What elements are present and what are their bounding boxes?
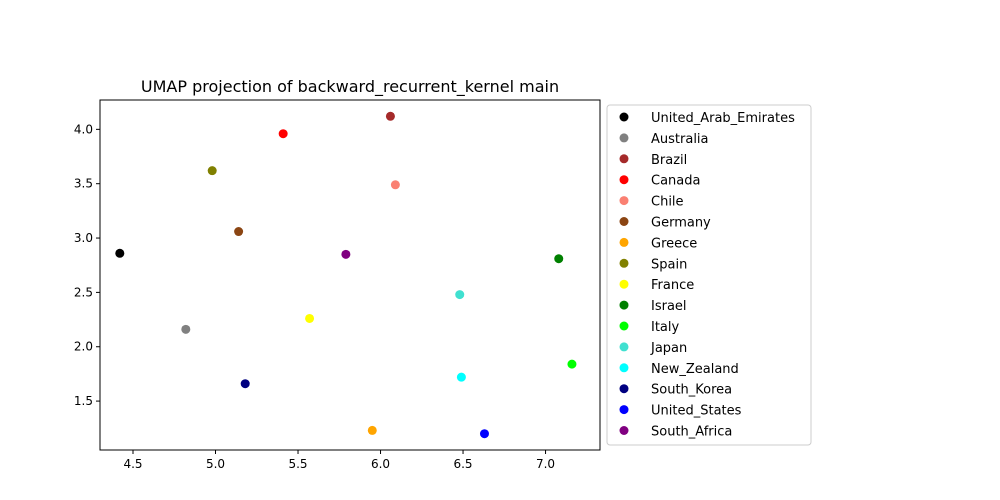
data-point <box>341 249 351 259</box>
data-point <box>207 166 217 176</box>
legend-marker <box>619 426 629 435</box>
data-point <box>305 313 315 323</box>
data-point <box>390 180 400 190</box>
data-point <box>115 248 125 258</box>
legend-marker <box>619 363 629 373</box>
y-tick-label: 4.0 <box>74 122 93 136</box>
legend-label: South_Korea <box>651 383 732 398</box>
legend-marker <box>619 154 629 164</box>
x-tick-label: 4.5 <box>123 457 142 471</box>
legend-label: France <box>651 278 694 293</box>
x-tick-label: 5.0 <box>206 457 225 471</box>
plot-area: 4.5 5.0 5.5 6.0 6.5 7.0 1.5 2.0 2.5 3.0 3.5 4.0 <box>74 99 601 471</box>
legend: United_Arab_Emirates Australia Brazil Canad… <box>606 104 812 446</box>
legend-label: Germany <box>651 216 711 231</box>
data-point <box>234 227 244 237</box>
y-tick-label: 3.0 <box>74 231 93 245</box>
legend-label: Greece <box>651 236 697 251</box>
y-axis: 1.5 2.0 2.5 3.0 3.5 4.0 <box>74 122 100 408</box>
legend-marker <box>619 133 629 143</box>
data-point <box>554 254 564 264</box>
legend-label: United_Arab_Emirates <box>651 111 795 126</box>
x-axis: 4.5 5.0 5.5 6.0 6.5 7.0 <box>123 450 555 471</box>
legend-marker <box>619 321 629 331</box>
legend-label: Australia <box>651 132 709 147</box>
data-point <box>240 379 250 389</box>
legend-label: United_States <box>651 404 742 419</box>
legend-label: Japan <box>650 341 687 356</box>
data-point <box>385 111 395 121</box>
legend-label: Canada <box>651 174 700 189</box>
legend-marker <box>619 237 629 247</box>
legend-marker <box>619 342 629 352</box>
legend-marker <box>619 112 629 122</box>
data-point <box>456 372 466 382</box>
data-point <box>479 429 489 439</box>
plot-frame <box>99 99 601 451</box>
chart-title: UMAP projection of backward_recurrent_ke… <box>141 77 559 97</box>
legend-marker <box>619 279 629 289</box>
data-point <box>455 290 465 300</box>
legend-label: New_Zealand <box>651 362 739 377</box>
y-tick-label: 1.5 <box>74 394 93 408</box>
legend-label: Spain <box>651 257 687 272</box>
legend-marker <box>619 300 629 310</box>
data-point <box>278 129 288 139</box>
legend-label: South_Africa <box>651 425 732 440</box>
data-points <box>115 111 577 439</box>
x-tick-label: 7.0 <box>536 457 555 471</box>
data-point <box>367 425 377 435</box>
legend-marker <box>619 258 629 268</box>
y-tick-label: 3.5 <box>74 177 93 191</box>
legend-frame <box>606 104 812 446</box>
legend-label: Brazil <box>651 153 687 168</box>
legend-marker <box>619 405 629 415</box>
x-tick-label: 6.0 <box>371 457 390 471</box>
legend-marker <box>619 196 629 206</box>
legend-label: Israel <box>651 299 687 314</box>
x-tick-label: 6.5 <box>453 457 472 471</box>
y-tick-label: 2.0 <box>74 340 93 354</box>
legend-marker <box>619 175 629 185</box>
legend-label: Chile <box>651 195 684 210</box>
x-tick-label: 5.5 <box>288 457 307 471</box>
legend-marker <box>619 217 629 226</box>
legend-marker <box>619 384 629 394</box>
y-tick-label: 2.5 <box>74 285 93 299</box>
data-point <box>181 324 191 334</box>
data-point <box>567 359 577 369</box>
legend-label: Italy <box>651 320 680 335</box>
